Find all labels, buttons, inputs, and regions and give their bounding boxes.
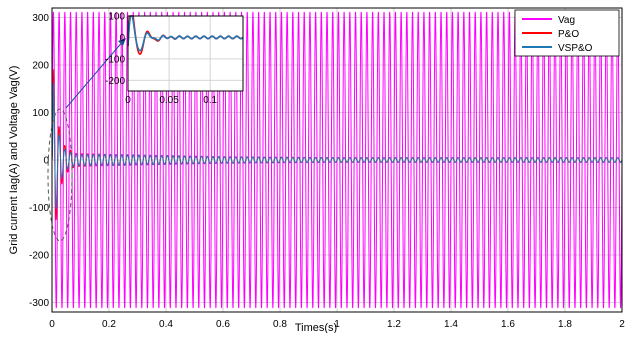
x-tick-label: 1.2 <box>387 319 401 330</box>
x-tick-label: 0.4 <box>159 319 173 330</box>
inset-y-tick-label: 0 <box>119 33 125 44</box>
inset-x-tick-labels: 0 0.05 0.1 <box>125 95 217 106</box>
inset-x-tick-label: 0.05 <box>159 95 179 106</box>
zoom-region-ellipse <box>47 108 73 242</box>
inset-x-tick-label: 0 <box>125 95 131 106</box>
inset-y-tick-label: -200 <box>105 76 125 87</box>
x-tick-label: 2 <box>619 319 625 330</box>
y-tick-label: -300 <box>29 298 49 309</box>
x-tick-label: 0 <box>49 319 55 330</box>
inset-series-group <box>127 15 244 55</box>
y-axis-label: Grid current Iag(A) and Voltage Vag(V) <box>8 66 20 255</box>
legend: Vag P&O VSP&O <box>514 9 620 57</box>
x-tick-label: 1.4 <box>444 319 458 330</box>
y-tick-label: 0 <box>43 156 49 167</box>
inset-y-tick-labels: -200 -100 0 100 <box>105 12 125 87</box>
x-tick-label: 0.6 <box>216 319 230 330</box>
x-tick-label: 1.6 <box>501 319 515 330</box>
x-tick-label: 0.2 <box>102 319 116 330</box>
inset-background <box>128 16 243 91</box>
y-tick-label: 100 <box>32 108 49 119</box>
main-plot-frame <box>51 7 623 313</box>
inset-x-tick-label: 0.1 <box>203 95 217 106</box>
zoom-arrow-line <box>65 39 125 109</box>
series-line-vspo <box>51 82 623 210</box>
y-tick-label: -200 <box>29 251 49 262</box>
x-tick-labels: 0 0.2 0.4 0.6 0.8 1 1.2 1.4 1.6 1.8 2 <box>49 319 625 330</box>
inset-y-tick-label: 100 <box>108 12 125 23</box>
inset-plot-frame <box>127 15 244 92</box>
legend-label-po: P&O <box>558 29 579 40</box>
x-tick-label: 1 <box>334 319 340 330</box>
inset-series-line-vspo <box>127 15 244 52</box>
y-tick-labels: -300 -200 -100 0 100 200 300 <box>29 13 49 309</box>
y-tick-label: 200 <box>32 61 49 72</box>
inset-y-tick-label: -100 <box>105 54 125 65</box>
legend-label-vspo: VSP&O <box>558 43 593 54</box>
x-axis-label: Times(s) <box>295 322 337 333</box>
legend-label-vag: Vag <box>558 15 575 26</box>
x-tick-label: 1.8 <box>558 319 572 330</box>
y-tick-label: 300 <box>32 13 49 24</box>
y-tick-label: -100 <box>29 203 49 214</box>
x-tick-label: 0.8 <box>273 319 287 330</box>
zoom-arrow-head <box>118 38 126 46</box>
